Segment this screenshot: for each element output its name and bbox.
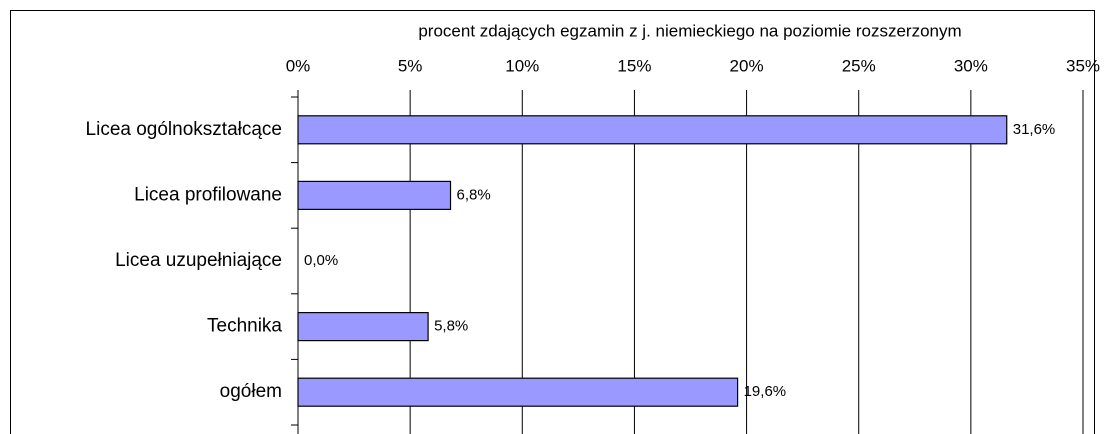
y-tick-label: Licea profilowane <box>134 184 282 205</box>
value-label: 5,8% <box>434 318 468 335</box>
bar <box>297 377 739 407</box>
value-label: 31,6% <box>1013 121 1056 138</box>
value-label: 0,0% <box>304 252 338 269</box>
x-tick-label: 20% <box>730 56 764 75</box>
value-label: 6,8% <box>457 186 491 203</box>
x-tick-label: 0% <box>286 56 311 75</box>
bar <box>297 115 1008 145</box>
x-tick-label: 25% <box>842 56 876 75</box>
chart-title: procent zdających egzamin z j. niemiecki… <box>418 21 961 40</box>
x-tick-label: 15% <box>617 56 651 75</box>
y-tick-label: Technika <box>207 316 282 337</box>
y-tick-label: Licea ogólnokształcące <box>86 119 282 140</box>
bar <box>297 180 452 210</box>
y-tick-label: Licea uzupełniające <box>115 250 282 271</box>
x-tick-label: 5% <box>398 56 423 75</box>
x-tick-label: 10% <box>505 56 539 75</box>
bar <box>297 312 429 342</box>
value-label: 19,6% <box>744 383 787 400</box>
chart-frame <box>10 10 1095 434</box>
x-tick-label: 30% <box>954 56 988 75</box>
y-tick-label: ogółem <box>220 381 282 402</box>
x-tick-label: 35% <box>1066 56 1100 75</box>
